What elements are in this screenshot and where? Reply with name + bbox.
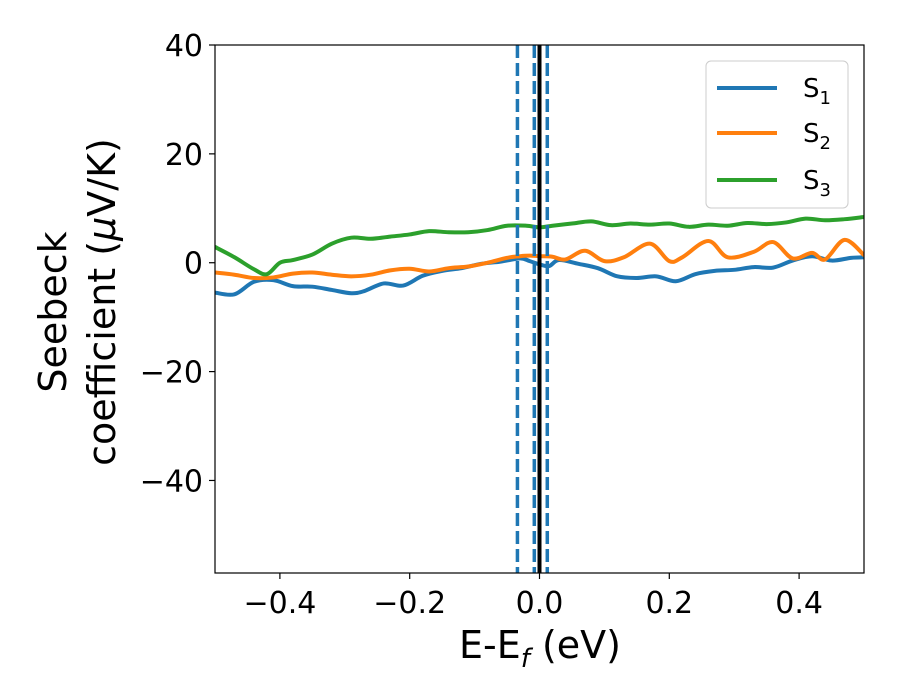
y-tick-label: −20 (140, 356, 203, 391)
x-tick-label: −0.2 (373, 586, 446, 621)
reference-vertical-lines (515, 45, 550, 573)
x-tick-label: 0.4 (775, 586, 823, 621)
legend: S1 S2 S3 (705, 60, 849, 209)
x-axis-label: E-Ef (eV) (459, 623, 621, 674)
y-axis-label-line2: coefficient (μV/K) (80, 138, 124, 466)
legend-label-s1: S1 (803, 74, 831, 109)
legend-label-s2: S2 (803, 119, 831, 154)
x-axis-ticks: −0.4 −0.2 0.0 0.2 0.4 (243, 573, 823, 621)
legend-item-s3: S3 (717, 166, 831, 201)
y-axis-label-line1: Seebeck (31, 231, 75, 392)
y-tick-label: −40 (140, 464, 203, 499)
legend-item-s2: S2 (717, 119, 831, 154)
y-tick-label: 20 (165, 138, 203, 173)
legend-item-s1: S1 (717, 74, 831, 109)
y-tick-label: 0 (184, 247, 203, 282)
legend-label-s3: S3 (803, 166, 831, 201)
x-tick-label: 0.2 (645, 586, 693, 621)
x-tick-label: −0.4 (243, 586, 316, 621)
x-tick-label: 0.0 (516, 586, 564, 621)
y-tick-label: 40 (165, 29, 203, 64)
y-axis-ticks: 40 20 0 −20 −40 (140, 29, 215, 499)
